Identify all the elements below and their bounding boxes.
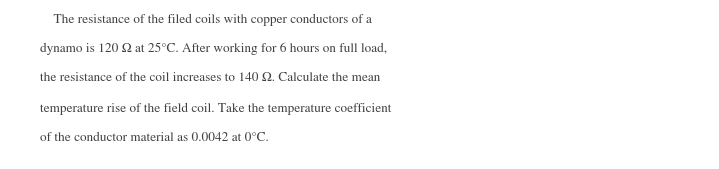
Text: temperature rise of the field coil. Take the temperature coefficient: temperature rise of the field coil. Take… [40,102,391,115]
Text: The resistance of the filed coils with copper conductors of a: The resistance of the filed coils with c… [40,14,372,26]
Text: of the conductor material as 0.0042 at 0°C.: of the conductor material as 0.0042 at 0… [40,132,268,144]
Text: the resistance of the coil increases to 140 Ω. Calculate the mean: the resistance of the coil increases to … [40,73,380,84]
Text: dynamo is 120 Ω at 25°C. After working for 6 hours on full load,: dynamo is 120 Ω at 25°C. After working f… [40,43,387,55]
